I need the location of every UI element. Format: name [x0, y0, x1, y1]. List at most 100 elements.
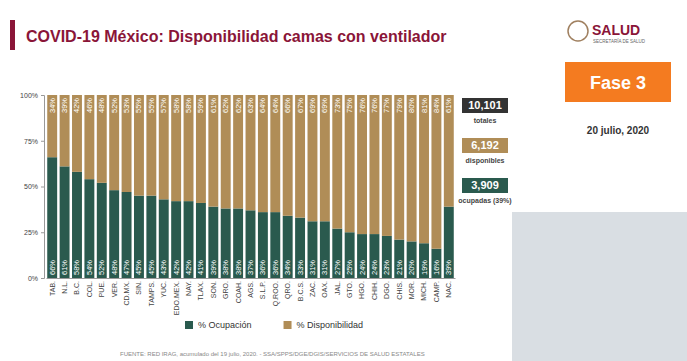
data-label: 79%: [395, 98, 404, 113]
data-label: 58%: [72, 260, 81, 275]
bar: [431, 249, 441, 278]
data-labels: 66%34%61%39%58%42%54%46%52%48%48%52%47%5…: [48, 98, 454, 275]
bar: [444, 207, 454, 278]
x-tick-label: MICH.: [420, 281, 427, 301]
bar: [60, 166, 70, 278]
x-tick-label: NAY.: [185, 281, 192, 296]
total-value: 3,909: [471, 179, 499, 191]
data-label: 67%: [296, 98, 305, 113]
data-label: 62%: [221, 98, 230, 113]
x-tick-label: N.L.: [61, 281, 68, 294]
data-label: 47%: [122, 260, 131, 275]
x-tick-label: OAX.: [321, 281, 328, 298]
y-tick: 75%: [24, 137, 44, 144]
x-tick-label: TAMPS.: [148, 281, 155, 307]
bar: [171, 201, 181, 278]
bar: [146, 196, 156, 278]
data-label: 76%: [370, 98, 379, 113]
x-tick-label: TLAX.: [197, 281, 204, 301]
data-label: 69%: [320, 98, 329, 113]
data-label: 20%: [407, 260, 416, 275]
bar: [270, 212, 280, 278]
bar: [431, 95, 441, 249]
y-tick: 25%: [24, 229, 44, 236]
bar: [122, 192, 132, 278]
data-label: 48%: [110, 260, 119, 275]
bar: [295, 95, 305, 218]
data-label: 41%: [196, 260, 205, 275]
date: 20 julio, 2020: [587, 125, 650, 136]
source: FUENTE: RED IRAG, acumulado del 19 julio…: [120, 351, 425, 357]
data-label: 55%: [147, 98, 156, 113]
data-label: 24%: [370, 260, 379, 275]
data-label: 16%: [432, 260, 441, 275]
x-tick-label: DGO.: [383, 281, 390, 299]
bar: [134, 95, 144, 196]
x-tick: S.L.P.: [259, 278, 266, 299]
data-label: 64%: [258, 98, 267, 113]
x-axis-line: [47, 278, 456, 279]
x-tick: Q.ROO.: [272, 278, 280, 306]
data-label: 39%: [60, 98, 69, 113]
x-tick-label: S.L.P.: [259, 281, 266, 299]
bar: [221, 208, 231, 278]
y-tick: 50%: [24, 183, 44, 190]
accent-bar: [10, 20, 15, 50]
bar: [159, 199, 169, 278]
x-tick: N.L.: [61, 278, 68, 294]
legend-label: % Disponibilidad: [297, 320, 364, 330]
y-tick: 100%: [20, 92, 44, 99]
data-label: 61%: [60, 260, 69, 275]
x-tick: NAY.: [185, 278, 192, 296]
data-label: 63%: [246, 98, 255, 113]
y-tick-label: 50%: [24, 183, 38, 190]
bar: [369, 95, 379, 234]
bar: [357, 234, 367, 278]
data-label: 46%: [85, 98, 94, 113]
data-label: 24%: [358, 260, 367, 275]
total-label: ocupadas (39%): [458, 197, 511, 205]
x-tick: B.C.S.: [297, 278, 304, 301]
x-tick: COAH.: [235, 278, 242, 303]
data-label: 80%: [407, 98, 416, 113]
bar: [47, 157, 57, 278]
logo-emblem: [568, 21, 588, 41]
bar: [184, 201, 194, 278]
data-label: 69%: [308, 98, 317, 113]
data-label: 45%: [134, 260, 143, 275]
x-tick-label: AGS.: [247, 281, 254, 298]
y-tick-label: 75%: [24, 137, 38, 144]
data-label: 31%: [320, 260, 329, 275]
bar: [233, 95, 243, 208]
bar: [72, 95, 82, 172]
bar: [308, 221, 318, 278]
data-label: 21%: [395, 260, 404, 275]
page: COVID-19 México: Disponibilidad camas co…: [0, 0, 687, 361]
data-label: 37%: [246, 260, 255, 275]
y-axis: 0% 25% 50% 75% 100%: [20, 92, 44, 282]
data-label: 48%: [97, 98, 106, 113]
legend-swatch: [284, 321, 292, 329]
bar: [394, 240, 404, 278]
data-label: 19%: [420, 260, 429, 275]
bar: [97, 95, 107, 183]
x-tick: OAX.: [321, 278, 328, 298]
data-label: 61%: [209, 98, 218, 113]
y-tick-label: 0%: [28, 275, 38, 282]
bar: [332, 229, 342, 278]
x-tick-label: COAH.: [235, 281, 242, 303]
bar: [146, 95, 156, 196]
total-label: disponibles: [466, 157, 505, 165]
x-tick: B.C.: [73, 278, 80, 295]
bar: [84, 95, 94, 179]
data-label: 66%: [48, 260, 57, 275]
x-tick-label: COL.: [86, 281, 93, 297]
bar: [208, 207, 218, 278]
bar: [60, 95, 70, 166]
bar: [134, 196, 144, 278]
data-label: 31%: [308, 260, 317, 275]
x-tick: SON.: [210, 278, 217, 298]
x-tick: MOR.: [408, 278, 415, 299]
bar: [47, 95, 57, 157]
x-tick-label: JAL.: [334, 281, 341, 295]
